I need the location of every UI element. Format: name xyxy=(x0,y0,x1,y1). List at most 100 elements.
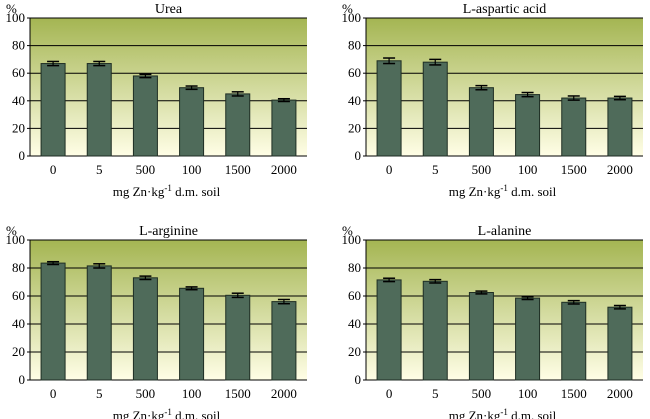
x-tick-label: 0 xyxy=(386,162,393,177)
bar xyxy=(271,301,297,381)
x-tick-label: 1500 xyxy=(561,386,587,401)
y-tick-label: 0 xyxy=(19,148,26,163)
bar xyxy=(468,292,494,381)
x-tick-label: 0 xyxy=(50,162,57,177)
y-axis-label: % xyxy=(6,1,17,16)
bar xyxy=(515,297,541,381)
bar xyxy=(86,63,112,157)
x-axis-label-main: mg Zn·kg xyxy=(449,184,501,199)
y-tick-label: 80 xyxy=(348,260,361,275)
chart-panel: 0 20 40 60 80 100 0 5 500 100 1500 2000 L-aspartic a… xyxy=(342,1,643,199)
bar xyxy=(468,87,494,157)
bar xyxy=(422,61,448,157)
x-axis-label-main: mg Zn·kg xyxy=(113,184,165,199)
y-tick-label: 40 xyxy=(348,93,361,108)
chart-title: L-arginine xyxy=(139,224,198,239)
y-tick-label: 40 xyxy=(348,316,361,331)
x-axis-label-main: mg Zn·kg xyxy=(449,408,501,419)
x-tick-label: 2000 xyxy=(271,162,297,177)
x-tick-label: 2000 xyxy=(607,386,633,401)
x-tick-label: 100 xyxy=(518,386,538,401)
bar xyxy=(607,97,633,157)
x-tick-label: 5 xyxy=(432,162,439,177)
x-tick-label: 500 xyxy=(136,162,156,177)
plot-background xyxy=(30,240,307,380)
chart-panel: 0 20 40 60 80 100 0 5 500 100 1500 2000 Urea% mg Zn·k… xyxy=(6,1,307,199)
bar xyxy=(86,265,112,381)
x-axis-label-superscript: -1 xyxy=(500,407,508,417)
y-tick-label: 40 xyxy=(12,93,25,108)
bar xyxy=(376,279,402,381)
bar xyxy=(40,262,66,381)
x-axis-label: mg Zn·kg-1 d.m. soil xyxy=(113,407,221,419)
y-tick-label: 20 xyxy=(348,344,361,359)
bar xyxy=(607,306,633,381)
y-tick-label: 60 xyxy=(348,65,361,80)
y-tick-label: 0 xyxy=(355,148,362,163)
x-tick-label: 100 xyxy=(182,162,202,177)
x-axis-label-unit: d.m. soil xyxy=(508,408,557,419)
x-axis-label-superscript: -1 xyxy=(164,407,172,417)
bar xyxy=(561,97,587,157)
x-tick-label: 5 xyxy=(96,386,103,401)
x-tick-label: 100 xyxy=(518,162,538,177)
y-tick-label: 100 xyxy=(6,10,26,25)
bar xyxy=(561,301,587,381)
bar xyxy=(40,63,66,157)
plot-background xyxy=(30,18,307,156)
x-axis-label: mg Zn·kg-1 d.m. soil xyxy=(449,183,557,199)
x-axis-label-main: mg Zn·kg xyxy=(113,408,165,419)
bar xyxy=(132,277,158,381)
x-tick-label: 500 xyxy=(472,162,492,177)
y-tick-label: 40 xyxy=(12,316,25,331)
x-axis-label-superscript: -1 xyxy=(164,183,172,193)
bar xyxy=(132,75,158,157)
bar xyxy=(179,87,205,157)
x-tick-label: 1500 xyxy=(561,162,587,177)
y-axis-label: % xyxy=(6,223,17,238)
x-tick-label: 1500 xyxy=(225,162,251,177)
x-tick-label: 5 xyxy=(432,386,439,401)
x-tick-label: 2000 xyxy=(271,386,297,401)
x-axis-label: mg Zn·kg-1 d.m. soil xyxy=(449,407,557,419)
bar xyxy=(376,60,402,157)
y-tick-label: 20 xyxy=(12,344,25,359)
bar xyxy=(422,280,448,381)
y-tick-label: 20 xyxy=(12,120,25,135)
plot-background xyxy=(366,240,643,380)
x-axis-label-unit: d.m. soil xyxy=(508,184,557,199)
x-tick-label: 2000 xyxy=(607,162,633,177)
bar xyxy=(179,287,205,381)
bar xyxy=(515,94,541,157)
x-tick-label: 500 xyxy=(136,386,156,401)
y-tick-label: 20 xyxy=(348,120,361,135)
chart-title: L-alanine xyxy=(478,224,532,239)
x-tick-label: 100 xyxy=(182,386,202,401)
x-tick-label: 1500 xyxy=(225,386,251,401)
y-tick-label: 80 xyxy=(12,260,25,275)
y-tick-label: 0 xyxy=(19,372,26,387)
y-tick-label: 100 xyxy=(342,10,362,25)
y-tick-label: 80 xyxy=(348,38,361,53)
y-tick-label: 60 xyxy=(348,288,361,303)
x-tick-label: 5 xyxy=(96,162,103,177)
x-axis-label-unit: d.m. soil xyxy=(172,408,221,419)
y-axis-label: % xyxy=(342,223,353,238)
bar xyxy=(271,99,297,157)
chart-panel: 0 20 40 60 80 100 0 5 500 100 1500 2000 L-arginine% m… xyxy=(6,223,307,419)
x-axis-label-superscript: -1 xyxy=(500,183,508,193)
y-tick-label: 0 xyxy=(355,372,362,387)
plot-background xyxy=(366,18,643,156)
y-tick-label: 100 xyxy=(342,232,362,247)
y-tick-label: 60 xyxy=(12,65,25,80)
x-axis-label-unit: d.m. soil xyxy=(172,184,221,199)
x-tick-label: 500 xyxy=(472,386,492,401)
chart-panel: 0 20 40 60 80 100 0 5 500 100 1500 2000 L-alanine% mg… xyxy=(342,223,643,419)
y-tick-label: 80 xyxy=(12,38,25,53)
x-axis-label: mg Zn·kg-1 d.m. soil xyxy=(113,183,221,199)
y-axis-label: % xyxy=(342,1,353,16)
chart-title: L-aspartic acid xyxy=(463,2,547,17)
x-tick-label: 0 xyxy=(386,386,393,401)
bar xyxy=(225,294,251,381)
